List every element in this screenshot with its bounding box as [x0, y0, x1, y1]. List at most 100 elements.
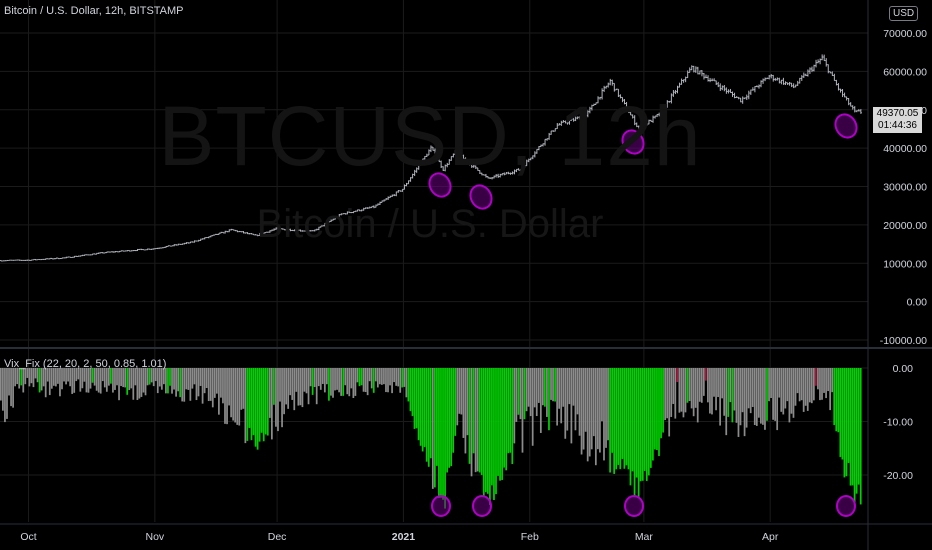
vixfix-bar: [544, 368, 546, 407]
vixfix-bar: [89, 368, 92, 389]
vixfix-bar: [156, 368, 159, 394]
vixfix-bar: [670, 368, 673, 417]
vixfix-bar: [65, 368, 67, 385]
vixfix-bar: [303, 368, 306, 392]
vixfix-bar: [215, 368, 218, 394]
vixfix-bar: [201, 368, 204, 404]
vixfix-bar: [501, 368, 503, 480]
last-price-value: 49370.05: [876, 108, 919, 119]
vixfix-bar: [442, 368, 444, 500]
vixfix-bar: [409, 368, 412, 412]
vixfix-bar: [617, 368, 620, 465]
vixfix-bar: [307, 368, 310, 405]
vixfix-bar: [419, 368, 422, 446]
indicator-annotation-circle: [836, 495, 856, 517]
vixfix-bar: [625, 368, 628, 466]
vixfix-bar: [751, 368, 754, 407]
vixfix-bar: [391, 368, 393, 394]
vixfix-bar: [48, 368, 51, 396]
vixfix-bar: [472, 368, 475, 454]
vixfix-bar: [425, 368, 428, 462]
vixfix-bar: [548, 368, 550, 431]
vixfix-bar: [658, 368, 660, 457]
vixfix-bar: [531, 368, 534, 446]
vixfix-bar: [747, 368, 750, 409]
vixfix-bar: [158, 368, 161, 387]
vixfix-bar: [34, 368, 37, 379]
vixfix-bar: [586, 368, 589, 462]
vixfix-bar: [570, 368, 573, 444]
vixfix-bar: [715, 368, 717, 411]
vixfix-bar: [279, 368, 281, 402]
vixfix-bar: [812, 368, 815, 401]
time-tick-label: Oct: [20, 531, 36, 543]
vixfix-bar: [77, 368, 80, 380]
vixfix-bar: [790, 368, 793, 414]
vixfix-bar: [399, 368, 402, 393]
watermark-name: Bitcoin / U.S. Dollar: [256, 202, 604, 246]
vixfix-bar: [421, 368, 424, 452]
vixfix-bar: [427, 368, 430, 467]
vixfix-bar: [144, 368, 147, 396]
indicator-annotation-circle: [472, 495, 492, 517]
vixfix-bar: [323, 368, 326, 393]
vixfix-bar: [438, 368, 440, 498]
vixfix-bar: [185, 368, 188, 390]
vixfix-bar: [444, 368, 446, 509]
vixfix-bar: [326, 368, 328, 385]
vixfix-bar: [352, 368, 355, 399]
vixfix-bar: [154, 368, 157, 382]
vixfix-bar: [16, 368, 19, 385]
vixfix-bar: [264, 368, 267, 435]
currency-button[interactable]: USD: [889, 6, 919, 21]
vixfix-bar: [69, 368, 72, 387]
vixfix-bar: [193, 368, 196, 385]
vixfix-bar: [12, 368, 14, 408]
vixfix-bar: [619, 368, 622, 470]
vixfix-bar: [81, 368, 84, 389]
vixfix-bar: [562, 368, 565, 407]
vixfix-bar: [42, 368, 45, 387]
vixfix-bar: [328, 368, 330, 401]
price-tick-label: 40000.00: [883, 143, 927, 155]
vixfix-bar: [287, 368, 290, 409]
vixfix-bar: [246, 368, 249, 441]
vixfix-bar: [295, 368, 298, 392]
vixfix-bar: [122, 368, 124, 388]
vixfix-bar: [757, 368, 760, 418]
vixfix-bar: [242, 368, 245, 409]
vixfix-bar: [825, 368, 827, 399]
vixfix-bar: [733, 368, 736, 411]
vixfix-bar: [484, 368, 487, 493]
vixfix-bar: [150, 368, 153, 383]
vixfix-bar: [837, 368, 840, 433]
vixfix-bar: [189, 368, 192, 401]
vixfix-bar: [821, 368, 823, 400]
vixfix-bar: [737, 368, 740, 437]
vixfix-bar: [152, 368, 155, 387]
vixfix-bar: [725, 368, 728, 436]
vixfix-bar: [83, 368, 86, 382]
vixfix-bar: [46, 368, 49, 382]
vixfix-bar: [682, 368, 685, 418]
vixfix-bar: [727, 368, 730, 417]
vixfix-bar: [317, 368, 320, 387]
time-tick-label: Feb: [521, 531, 539, 543]
time-tick-label: 2021: [392, 531, 416, 543]
vixfix-bar: [40, 368, 43, 391]
vixfix-bar: [169, 368, 171, 386]
vixfix-bar: [760, 368, 762, 424]
vixfix-bar: [696, 368, 699, 423]
price-annotation-circle: [469, 184, 493, 210]
vixfix-bar: [798, 368, 801, 402]
vixfix-bar: [654, 368, 656, 450]
vixfix-bar: [841, 368, 844, 460]
vixfix-bar: [97, 368, 100, 393]
vixfix-bar: [256, 368, 259, 450]
vixfix-bar: [666, 368, 669, 419]
vixfix-bar: [177, 368, 180, 392]
vixfix-bar: [124, 368, 127, 388]
vixfix-bar: [521, 368, 524, 453]
vixfix-bar: [258, 368, 261, 442]
vixfix-bar: [277, 368, 279, 432]
